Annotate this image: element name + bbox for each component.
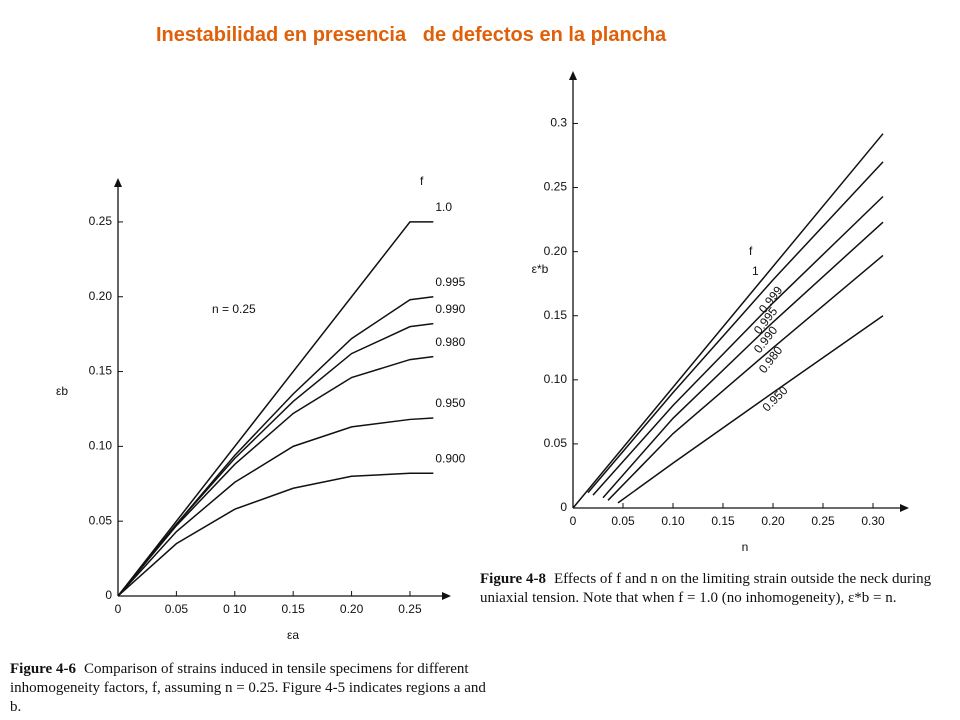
y-tick-label: 0.20 bbox=[89, 289, 113, 303]
series-line bbox=[117, 355, 434, 597]
y-tick-label: 0.25 bbox=[544, 180, 568, 194]
caption-text: Effects of f and n on the limiting strai… bbox=[480, 571, 932, 606]
y-tick-label: 0.15 bbox=[89, 364, 113, 378]
axis-arrow bbox=[442, 592, 451, 600]
series-line bbox=[117, 322, 434, 597]
x-tick-label: 0.20 bbox=[761, 514, 785, 528]
x-tick-label: 0.10 bbox=[661, 514, 685, 528]
caption: Figure 4-6 Comparison of strains induced … bbox=[10, 660, 500, 717]
y-tick-label: 0.25 bbox=[89, 214, 113, 228]
legend-title: f bbox=[749, 244, 753, 258]
x-tick-label: 0.15 bbox=[711, 514, 735, 528]
y-axis-label: εb bbox=[56, 384, 68, 398]
series-label: 0.980 bbox=[435, 335, 465, 349]
series-label: 0.995 bbox=[435, 275, 465, 289]
x-tick-label: 0 10 bbox=[223, 602, 247, 616]
y-tick-label: 0.20 bbox=[544, 244, 568, 258]
series-line bbox=[602, 221, 884, 499]
y-tick-label: 0.05 bbox=[89, 513, 113, 527]
caption-label: Figure 4-6 bbox=[10, 661, 76, 677]
axis-arrow bbox=[900, 504, 909, 512]
x-axis-label: n bbox=[742, 540, 749, 554]
x-tick-label: 0.05 bbox=[165, 602, 189, 616]
caption-label: Figure 4-8 bbox=[480, 571, 546, 587]
x-axis-label: εa bbox=[287, 628, 299, 642]
x-tick-label: 0.20 bbox=[340, 602, 364, 616]
series-line bbox=[117, 472, 434, 597]
y-tick-label: 0.05 bbox=[544, 436, 568, 450]
series-line bbox=[587, 161, 884, 494]
series-line bbox=[572, 133, 884, 509]
x-tick-label: 0 bbox=[115, 602, 122, 616]
series-line bbox=[117, 295, 434, 597]
series-label: 0.950 bbox=[759, 383, 790, 414]
y-tick-label: 0.10 bbox=[89, 439, 113, 453]
y-tick-label: 0.10 bbox=[544, 372, 568, 386]
y-tick-label: 0 bbox=[105, 588, 112, 602]
y-tick-label: 0 bbox=[560, 500, 567, 514]
series-line bbox=[117, 417, 434, 597]
series-line bbox=[607, 254, 884, 501]
caption: Figure 4-8 Effects of f and n on the limi… bbox=[480, 570, 955, 608]
series-line bbox=[592, 195, 884, 496]
series-line bbox=[617, 315, 884, 504]
annotation: n = 0.25 bbox=[212, 302, 256, 316]
series-line bbox=[117, 221, 434, 597]
series-label: 0.900 bbox=[435, 451, 465, 465]
legend-title: f bbox=[420, 174, 424, 188]
x-tick-label: 0.15 bbox=[281, 602, 305, 616]
x-tick-label: 0 bbox=[570, 514, 577, 528]
y-axis-label: ε*b bbox=[532, 262, 549, 276]
x-tick-label: 0.25 bbox=[811, 514, 835, 528]
slide-title: Inestabilidad en presencia de defectos e… bbox=[156, 24, 667, 46]
caption-text: Comparison of strains induced in tensile… bbox=[10, 661, 486, 715]
x-tick-label: 0.05 bbox=[611, 514, 635, 528]
series-label: 1.0 bbox=[435, 200, 452, 214]
axis-arrow bbox=[569, 71, 577, 80]
y-tick-label: 0.3 bbox=[550, 116, 567, 130]
series-label: 1 bbox=[752, 264, 759, 278]
series-label: 0.950 bbox=[435, 396, 465, 410]
y-tick-label: 0.15 bbox=[544, 308, 568, 322]
x-tick-label: 0.30 bbox=[861, 514, 885, 528]
x-tick-label: 0.25 bbox=[398, 602, 422, 616]
series-label: 0.990 bbox=[435, 302, 465, 316]
axis-arrow bbox=[114, 178, 122, 187]
